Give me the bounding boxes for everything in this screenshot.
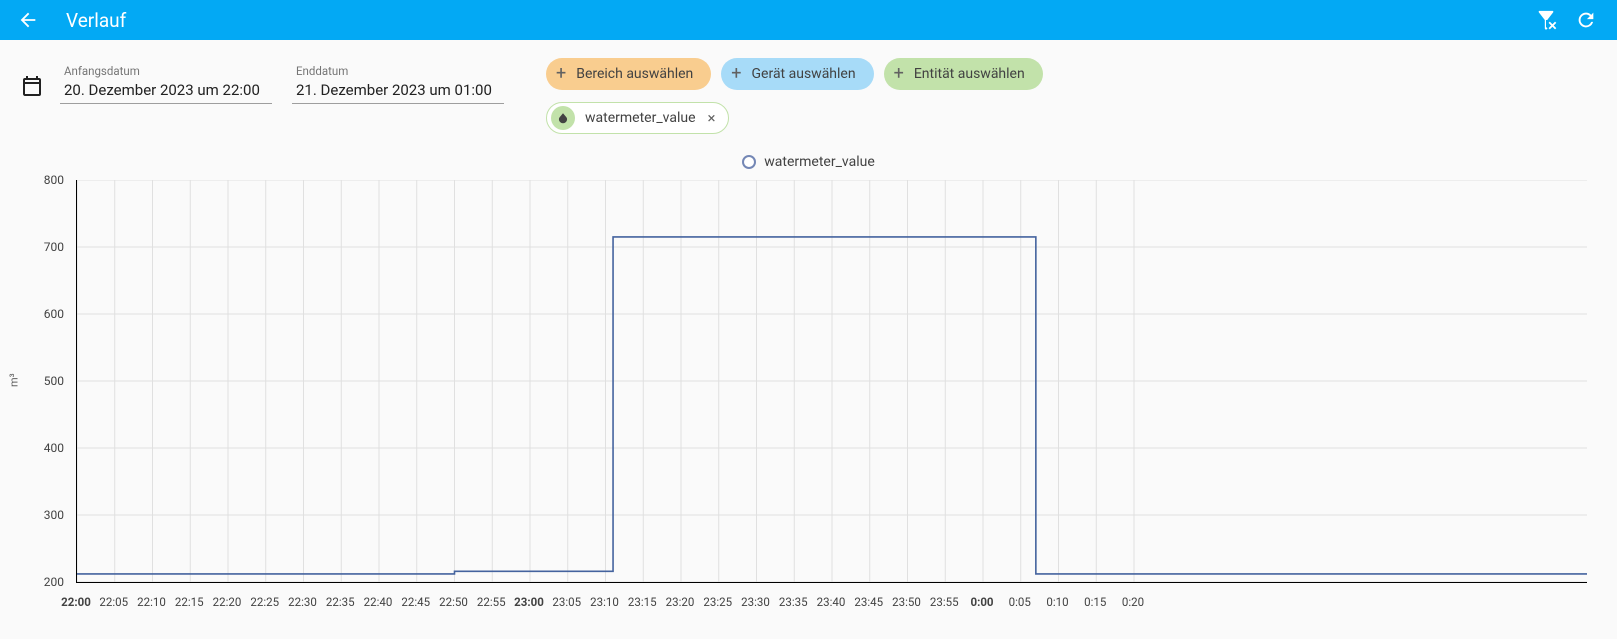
- page-title: Verlauf: [66, 9, 126, 32]
- plus-icon: +: [894, 65, 904, 83]
- controls-row: Anfangsdatum 20. Dezember 2023 um 22:00 …: [0, 40, 1617, 140]
- chart-svg: [77, 180, 1587, 582]
- y-axis-labels: 200300400500600700800: [20, 180, 70, 583]
- gridlines: [77, 180, 1587, 582]
- select-entity-label: Entität auswählen: [914, 66, 1025, 82]
- refresh-button[interactable]: [1569, 3, 1603, 37]
- start-date-value: 20. Dezember 2023 um 22:00: [64, 81, 268, 99]
- select-device-label: Gerät auswählen: [752, 66, 856, 82]
- remove-entity-button[interactable]: ×: [706, 109, 718, 127]
- start-date-label: Anfangsdatum: [64, 64, 268, 78]
- legend-swatch: [742, 155, 756, 169]
- chart: watermeter_value m³ 20030040050060070080…: [20, 154, 1597, 619]
- end-date-value: 21. Dezember 2023 um 01:00: [296, 81, 500, 99]
- app-header: Verlauf: [0, 0, 1617, 40]
- plus-icon: +: [556, 65, 566, 83]
- selected-entity-chip[interactable]: watermeter_value ×: [546, 102, 729, 134]
- chart-legend[interactable]: watermeter_value: [20, 154, 1597, 170]
- y-axis-title: m³: [8, 373, 21, 387]
- selected-entity-name: watermeter_value: [585, 110, 696, 126]
- filter-remove-button[interactable]: [1529, 3, 1563, 37]
- x-axis-labels: 22:0022:0522:1022:1522:2022:2522:3022:35…: [76, 587, 1587, 619]
- select-entity-chip[interactable]: + Entität auswählen: [884, 58, 1043, 90]
- calendar-icon[interactable]: [20, 74, 44, 98]
- select-device-chip[interactable]: + Gerät auswählen: [721, 58, 873, 90]
- start-date-field[interactable]: Anfangsdatum 20. Dezember 2023 um 22:00: [60, 58, 272, 104]
- refresh-icon: [1575, 9, 1597, 31]
- filter-remove-icon: [1535, 9, 1557, 31]
- chart-plot[interactable]: [76, 180, 1587, 583]
- arrow-left-icon: [17, 9, 39, 31]
- back-button[interactable]: [14, 6, 42, 34]
- legend-label: watermeter_value: [764, 154, 875, 170]
- end-date-field[interactable]: Enddatum 21. Dezember 2023 um 01:00: [292, 58, 504, 104]
- select-area-label: Bereich auswählen: [576, 66, 693, 82]
- end-date-label: Enddatum: [296, 64, 500, 78]
- select-area-chip[interactable]: + Bereich auswählen: [546, 58, 711, 90]
- plus-icon: +: [731, 65, 741, 83]
- water-icon: [551, 106, 575, 130]
